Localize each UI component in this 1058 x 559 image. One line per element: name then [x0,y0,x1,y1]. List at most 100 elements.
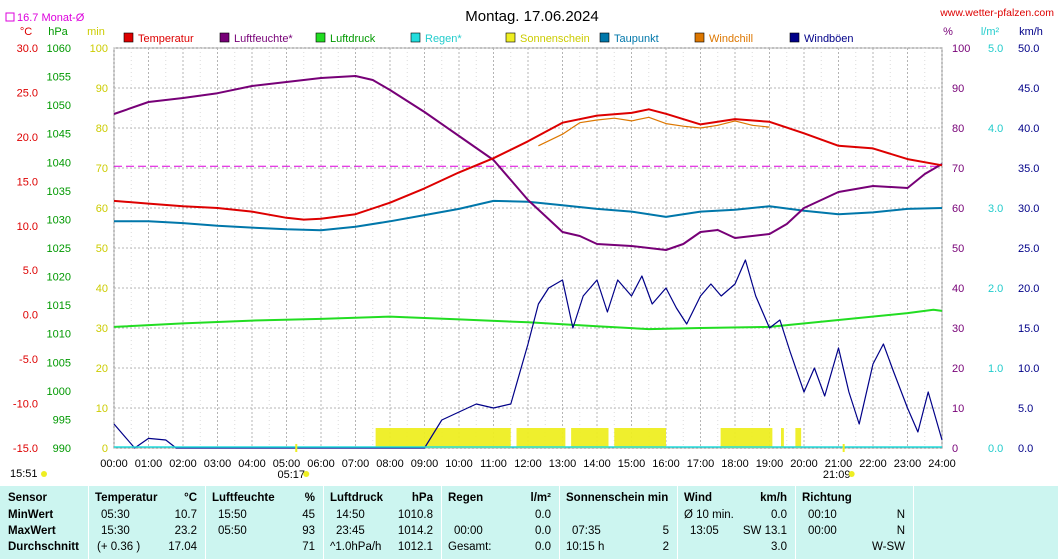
sunshine-bar [516,428,566,448]
minwert-label: MinWert [8,509,54,521]
humidity-tick-label: 70 [952,163,964,175]
temperatur-max-value: 23.2 [174,525,197,537]
x-tick-label: 16:00 [652,458,680,470]
site-url[interactable]: www.wetter-pfalzen.com [939,7,1054,19]
richtung-max-time: 00:00 [808,525,837,537]
legend-swatch [789,32,800,43]
x-tick-label: 22:00 [859,458,887,470]
luftdruck-max-time: 23:45 [336,525,365,537]
wind-tick-label: 20.0 [1018,283,1039,295]
rain-tick-label: 2.0 [988,283,1003,295]
rain-tick-label: 0.0 [988,443,1003,455]
temperature-tick-label: 5.0 [23,265,38,277]
x-tick-label: 01:00 [135,458,163,470]
series-line-windböen [113,259,943,449]
sonnenschein-header: Sonnenschein min [566,492,669,504]
sonnenschein-max-time: 07:35 [572,525,601,537]
temperature-tick-label: 15.0 [17,176,38,188]
x-tick-label: 00:00 [100,458,128,470]
sunshine-tick-label: 30 [96,323,108,335]
regen-total-value: 0.0 [535,541,551,553]
pressure-tick-label: 1055 [47,72,71,84]
x-tick-label: 23:00 [894,458,922,470]
pressure-tick-label: 1005 [47,357,71,369]
luftdruck-header: Luftdruck [330,492,384,504]
wind-tick-label: 15.0 [1018,323,1039,335]
sunshine-tick-label: 100 [90,43,108,55]
humidity-tick-label: 30 [952,323,964,335]
richtung-avg-value: W-SW [871,541,905,553]
x-tick-label: 11:00 [480,458,507,470]
temperatur-min-value: 10.7 [174,509,197,521]
rain-tick-label: 5.0 [988,43,1003,55]
col-sensor: Sensor MinWert MaxWert Durchschnitt [0,486,89,559]
col-sonnenschein: Sonnenschein min 07:35 5 10:15 h 2 [560,486,678,559]
legend-swatch [505,32,516,43]
temperature-tick-label: -15.0 [13,443,38,455]
col-regen: Regen l/m² 0.0 00:00 0.0 Gesamt: 0.0 [442,486,560,559]
sunrise-sun-icon [303,471,310,477]
temperature-tick-label: 20.0 [17,132,38,144]
timestamp-sun-icon [41,471,47,477]
pressure-tick-label: 1000 [47,386,71,398]
sunshine-tick-label: 80 [96,123,108,135]
x-tick-label: 14:00 [583,458,611,470]
temperature-tick-label: 0.0 [23,310,38,322]
rain-tick-label: 4.0 [988,123,1003,135]
sunshine-bar [720,428,773,448]
luftfeuchte-min-value: 45 [302,509,315,521]
sunshine-bar [781,428,784,448]
humidity-tick-label: 60 [952,203,964,215]
weather-chart: 30.0 25.0 20.0 15.0 10.0 5.0 0.0 -5.0 -10.0 -15.0… [5,7,1054,481]
temperature-tick-label: -10.0 [13,399,38,411]
luftdruck-max-value: 1014.2 [397,525,433,537]
legend: Temperatur Luftfeuchte* Luftdruck Regen* Son… [123,32,854,45]
sunset-sun-icon [848,471,855,477]
pressure-unit-label: hPa [48,26,68,38]
luftdruck-min-value: 1010.8 [397,509,433,521]
legend-label: Luftdruck [330,33,376,45]
x-tick-label: 20:00 [790,458,818,470]
wind-tick-label: 45.0 [1018,83,1039,95]
regen-unit: l/m² [530,492,551,504]
pressure-tick-label: 1020 [47,272,71,284]
series-line-luftfeuchte [113,75,943,251]
humidity-tick-label: 80 [952,123,964,135]
sunshine-bar [795,428,802,448]
legend-swatch [410,32,421,43]
richtung-min-time: 00:10 [808,509,837,521]
sunshine-tick-label: 0 [102,443,108,455]
sonnenschein-total: 10:15 h [566,541,605,553]
col-wind: Wind km/h Ø 10 min. 0.0 13:05 SW 13.1 3.… [678,486,796,559]
sunshine-tick-label: 70 [96,163,108,175]
humidity-tick-label: 90 [952,83,964,95]
wind-header: Wind [684,492,712,504]
luftfeuchte-max-value: 93 [302,525,315,537]
temperature-tick-label: 25.0 [17,87,38,99]
legend-label: Windböen [804,33,854,45]
wind-tick-label: 25.0 [1018,243,1039,255]
axes: 30.0 25.0 20.0 15.0 10.0 5.0 0.0 -5.0 -10.0 -15.0… [13,26,1043,470]
temperature-unit-label: °C [20,26,32,38]
regen-max-time: 00:00 [454,525,483,537]
luftfeuchte-avg-value: 71 [302,541,315,553]
sunshine-tick-label: 20 [96,363,108,375]
regen-total-label: Gesamt: [448,541,492,553]
pressure-tick-label: 1040 [47,157,71,169]
chart-title: Montag. 17.06.2024 [465,8,598,25]
luftdruck-min-time: 14:50 [336,509,365,521]
col-richtung: Richtung 00:10 N 00:00 N W-SW [796,486,914,559]
rain-unit-label: l/m² [981,26,1000,38]
statistics-table: Sensor MinWert MaxWert Durchschnitt Temp… [0,486,1058,559]
legend-swatch [599,32,610,43]
series-line-taupunkt [114,199,943,232]
wind-max-time: 13:05 [690,525,719,537]
luftfeuchte-max-time: 05:50 [218,525,247,537]
pressure-tick-label: 1060 [47,43,71,55]
legend-label: Regen* [425,33,462,45]
monthly-avg-label: 16.7 Monat-Ø [17,12,85,24]
monthly-avg-marker-icon [5,12,15,22]
sunshine-tick-label: 40 [96,283,108,295]
sunshine-tick-label: 10 [96,403,108,415]
luftdruck-trend: ^1.0hPa/h [330,541,382,553]
